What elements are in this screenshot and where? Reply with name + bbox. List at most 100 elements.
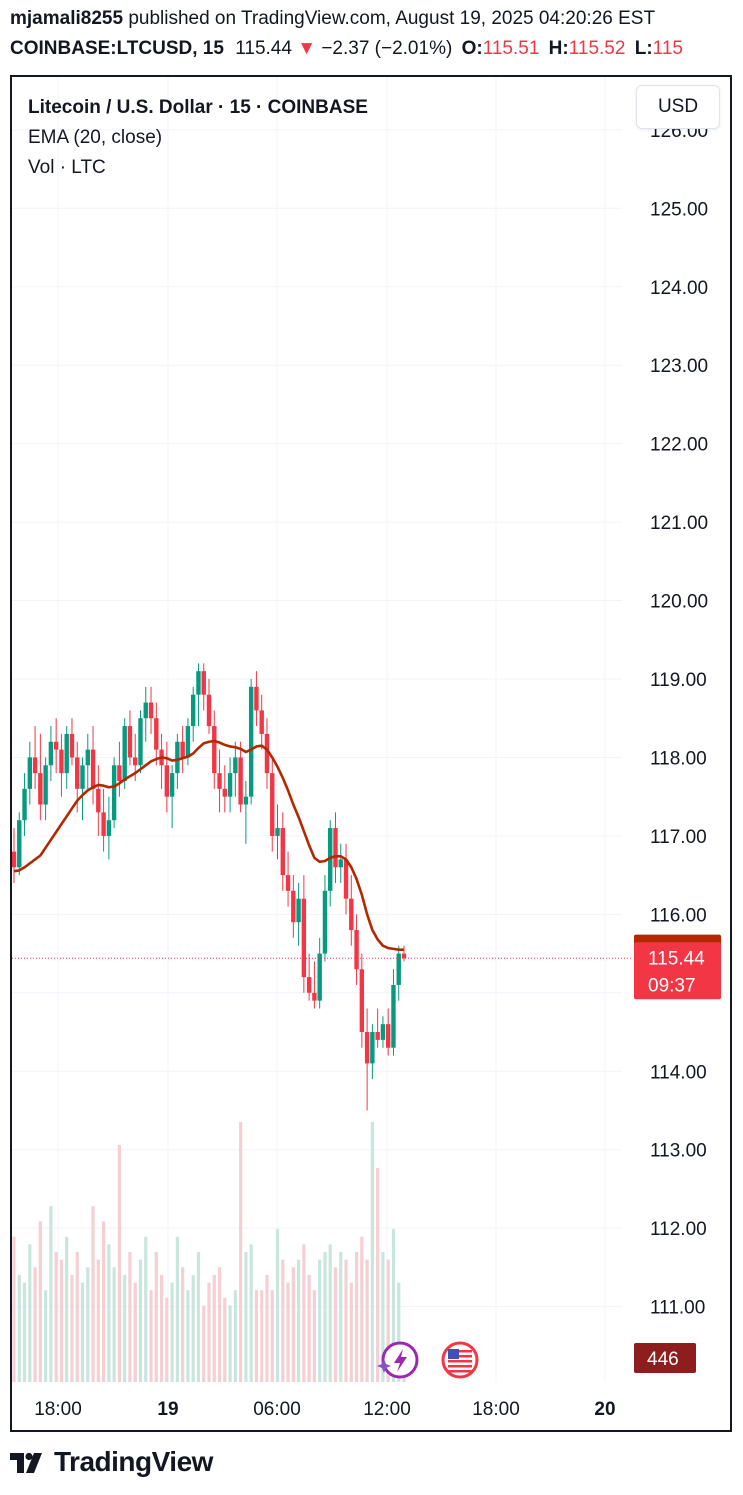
candle-body [385, 1024, 391, 1048]
volume-bar [270, 1290, 274, 1382]
symbol-label: COINBASE:LTCUSD, 15 [10, 38, 224, 59]
x-tick-label: 06:00 [253, 1399, 301, 1420]
volume-bar [339, 1252, 343, 1382]
volume-bar [202, 1305, 206, 1382]
x-tick-label: 18:00 [472, 1399, 520, 1420]
volume-bar [275, 1229, 280, 1382]
candle-body [238, 757, 243, 805]
volume-bar [159, 1274, 164, 1382]
lightning-event-icon[interactable] [377, 1341, 419, 1379]
volume-bar [344, 1259, 348, 1382]
volume-bar [302, 1244, 306, 1382]
volume-indicator-label[interactable]: Vol · LTC [28, 157, 106, 178]
volume-bar [191, 1274, 195, 1382]
volume-bar [239, 1122, 243, 1382]
volume-bar [260, 1290, 264, 1382]
candle-body [85, 749, 90, 766]
author-name[interactable]: mjamali8255 [10, 8, 124, 29]
candle-body [196, 671, 201, 695]
candle-body [243, 796, 249, 805]
event-icons [377, 1341, 479, 1379]
candle-body [248, 686, 254, 797]
candle-body [301, 898, 307, 978]
y-tick-label: 112.00 [650, 1219, 707, 1240]
candle-body [349, 898, 354, 931]
change-value: −2.37 (−2.01%) [321, 38, 453, 59]
publish-info: published on TradingView.com, August 19,… [128, 8, 656, 29]
volume-bar [59, 1259, 64, 1382]
candle-body [164, 765, 170, 797]
volume-bar [170, 1282, 174, 1382]
last-price-tag [634, 942, 721, 1000]
volume-bar [249, 1244, 253, 1382]
volume-bar [149, 1290, 153, 1382]
candle-body [96, 788, 101, 813]
volume-bar [228, 1305, 232, 1382]
candle-body [138, 718, 143, 766]
volume-bar [318, 1259, 322, 1382]
candle-body [90, 749, 96, 789]
x-tick-label: 18:00 [34, 1399, 82, 1420]
candle-body [296, 898, 301, 923]
currency-button[interactable]: USD [636, 85, 720, 129]
volume-bar [33, 1267, 37, 1382]
volume-bar [312, 1290, 317, 1382]
candle-body [22, 788, 27, 821]
volume-bar [365, 1259, 369, 1382]
volume-bar [22, 1282, 27, 1382]
us-flag-event-icon[interactable] [441, 1341, 479, 1379]
last-price: 115.44 [235, 38, 292, 59]
candle-body [396, 953, 401, 985]
candle-body [75, 757, 80, 789]
volume-bar [181, 1267, 185, 1382]
price-chart[interactable]: 111.00 112.00 113.00 114.00 116.00 117.00 118.… [12, 77, 730, 1430]
candle-body [127, 726, 133, 758]
ema-polyline [13, 739, 404, 951]
candle-body [270, 773, 275, 836]
volume-bar [307, 1274, 311, 1382]
volume-bar [123, 1274, 127, 1382]
volume-bar [96, 1259, 100, 1382]
y-tick-label: 119.00 [650, 670, 707, 691]
y-tick-label: 121.00 [650, 513, 708, 534]
y-tick-label: 122.00 [650, 435, 708, 456]
open-value: 115.51 [482, 38, 540, 59]
volume-bar [12, 1236, 16, 1382]
candle-body [370, 1032, 375, 1064]
candle-body [233, 757, 238, 774]
ema-indicator-label[interactable]: EMA (20, close) [28, 127, 163, 148]
volume-bar [128, 1252, 132, 1382]
candle-body [391, 984, 396, 1048]
chart-frame[interactable]: 111.00 112.00 113.00 114.00 116.00 117.00 118.… [10, 75, 732, 1432]
tradingview-brand[interactable]: TradingView [10, 1446, 213, 1478]
symbol-title[interactable]: Litecoin / U.S. Dollar · 15 · COINBASE [28, 97, 368, 118]
grid-lines [12, 77, 622, 1382]
volume-bar [328, 1244, 332, 1382]
y-tick-label: 123.00 [650, 356, 708, 377]
volume-bar [186, 1290, 190, 1382]
candle-body [80, 765, 85, 789]
candle-body [43, 765, 48, 805]
candle-body [111, 765, 117, 821]
volume-bar [17, 1274, 21, 1382]
volume-bar [44, 1290, 48, 1382]
volume-bar [386, 1259, 390, 1382]
candle-body [380, 1024, 386, 1040]
volume-bar [154, 1252, 158, 1382]
volume-bar [223, 1297, 227, 1382]
candle-body [291, 890, 296, 923]
ema-line [12, 739, 632, 959]
candle-body [264, 733, 270, 774]
x-tick-label: 19 [157, 1399, 178, 1420]
volume-bar [101, 1221, 106, 1382]
y-tick-label: 114.00 [650, 1062, 707, 1083]
volume-bar [117, 1144, 122, 1382]
volume-bar [360, 1236, 364, 1382]
candle-body [12, 851, 17, 868]
volume-bar [112, 1267, 116, 1382]
candle-body [280, 828, 285, 876]
candle-body [143, 702, 148, 719]
volume-bar [28, 1244, 32, 1382]
candle-body [59, 749, 64, 774]
